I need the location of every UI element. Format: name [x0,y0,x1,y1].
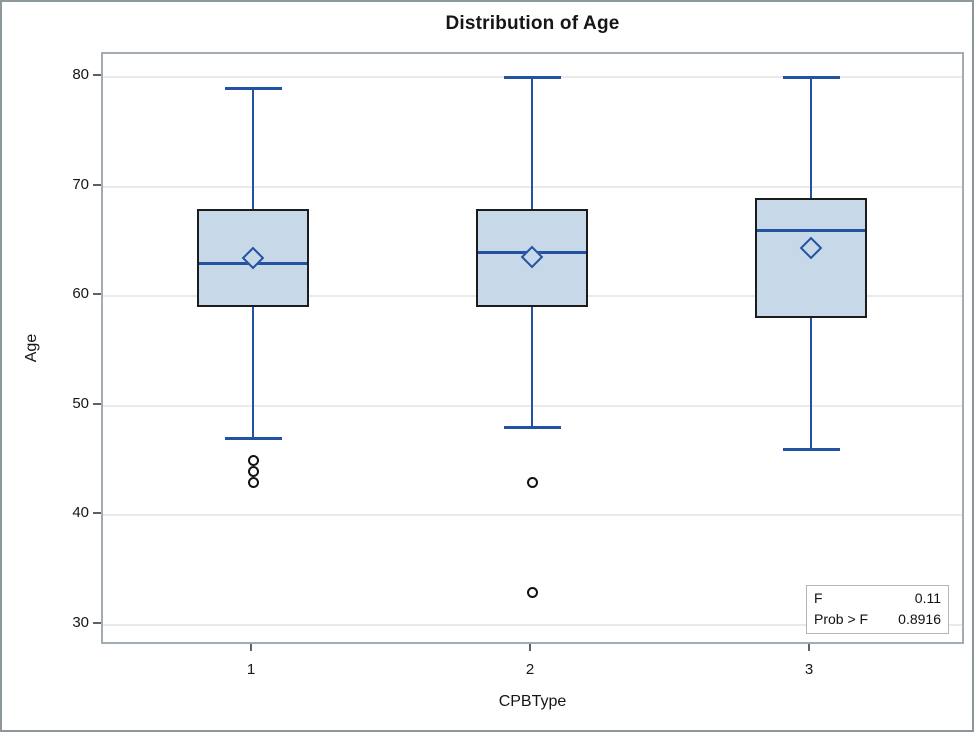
median-line [757,228,865,232]
outlier-point [526,477,538,489]
x-tick-label: 2 [525,661,535,678]
whisker-cap-high [782,76,840,79]
y-tick-mark [93,293,101,296]
whisker-cap-low [782,447,840,451]
stats-inset-row: F 0.11 [814,588,941,609]
outlier-point [247,477,259,489]
stats-label: F [814,590,823,606]
stats-label: Prob > F [814,611,869,627]
y-gridline [103,514,962,517]
x-tick-mark [529,644,531,651]
chart-title: Distribution of Age [445,13,620,34]
outlier-point [526,586,538,598]
y-tick-label: 60 [72,285,89,303]
whisker-cap-low [224,436,282,440]
y-tick-mark [93,402,101,405]
stats-value: 0.11 [914,590,941,606]
outlier-point [247,455,259,467]
whisker-cap-high [503,76,561,79]
y-tick-label: 40 [72,504,89,522]
whisker-cap-high [224,86,282,90]
plot-area: F 0.11 Prob > F 0.8916 [101,52,964,644]
x-tick-mark [808,644,810,651]
x-tick-label: 1 [246,661,256,678]
stats-inset-row: Prob > F 0.8916 [814,609,941,630]
stats-inset-table: F 0.11 Prob > F 0.8916 [806,585,949,634]
outlier-point [247,466,259,478]
whisker-cap-low [503,425,561,429]
y-tick-label: 30 [72,614,89,631]
y-tick-label: 80 [72,66,89,83]
y-tick-label: 70 [72,175,89,193]
y-tick-mark [93,183,101,186]
y-tick-mark [93,512,101,515]
y-tick-mark [93,622,101,624]
x-axis-label: CPBType [498,693,567,710]
x-tick-mark [250,644,252,651]
y-tick-label: 50 [72,394,89,412]
x-tick-label: 3 [804,661,814,678]
stats-value: 0.8916 [898,611,941,627]
y-axis-label: Age [23,333,40,363]
y-gridline [103,624,962,626]
y-tick-mark [93,74,101,76]
